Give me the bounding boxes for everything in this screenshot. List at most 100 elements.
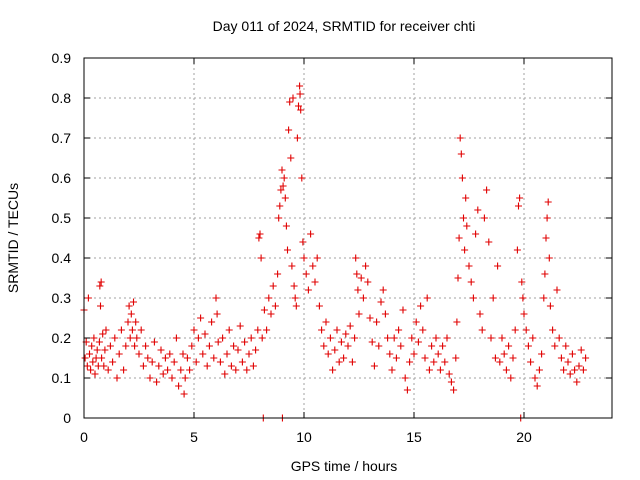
y-tick-label: 0.1 (52, 370, 72, 386)
data-point (188, 342, 196, 350)
data-point (212, 294, 220, 302)
data-point (257, 254, 265, 262)
data-point (545, 254, 553, 262)
data-point (181, 374, 189, 382)
data-point (197, 314, 205, 322)
y-tick-label: 0.4 (52, 250, 72, 266)
data-point (87, 366, 95, 374)
data-point (453, 318, 461, 326)
data-point (403, 386, 411, 394)
data-point (214, 338, 222, 346)
data-point (494, 262, 502, 270)
data-point (288, 262, 296, 270)
data-point (342, 330, 350, 338)
data-point (507, 374, 515, 382)
data-point (366, 314, 374, 322)
data-point (417, 302, 425, 310)
data-point (522, 326, 530, 334)
data-point (81, 354, 89, 362)
x-tick-label: 10 (296, 429, 312, 445)
data-point (135, 350, 143, 358)
x-axis-label: GPS time / hours (291, 458, 398, 474)
data-point (326, 334, 334, 342)
data-point (161, 354, 169, 362)
data-point (125, 302, 133, 310)
data-point (560, 366, 568, 374)
data-point (313, 254, 321, 262)
data-point (352, 254, 360, 262)
data-point (491, 354, 499, 362)
data-point (487, 334, 495, 342)
data-point (502, 366, 510, 374)
data-point (535, 366, 543, 374)
data-point (290, 282, 298, 290)
data-point (263, 326, 271, 334)
data-point (566, 370, 574, 378)
data-point (164, 366, 172, 374)
data-point (462, 194, 470, 202)
x-tick-label: 15 (406, 429, 422, 445)
data-point (344, 342, 352, 350)
data-point (122, 342, 130, 350)
data-point (364, 278, 372, 286)
data-point (478, 326, 486, 334)
data-point (579, 366, 587, 374)
data-point (223, 350, 231, 358)
data-point (88, 342, 96, 350)
data-point (292, 302, 300, 310)
data-point (375, 342, 383, 350)
data-point (456, 134, 464, 142)
data-point (255, 234, 263, 242)
data-point (267, 310, 275, 318)
data-point (148, 358, 156, 366)
data-point (533, 382, 541, 390)
data-point (329, 366, 337, 374)
data-point (443, 334, 451, 342)
data-point (221, 370, 229, 378)
data-point (109, 358, 117, 366)
data-point (458, 174, 466, 182)
data-point (83, 362, 91, 370)
data-point (543, 214, 551, 222)
data-point (256, 230, 264, 238)
data-point (104, 366, 112, 374)
y-tick-label: 0 (63, 410, 71, 426)
data-point (467, 278, 475, 286)
data-point (252, 346, 260, 354)
data-point (395, 326, 403, 334)
data-point (355, 310, 363, 318)
data-point (106, 342, 114, 350)
data-point (278, 166, 286, 174)
data-point (340, 354, 348, 362)
data-point (461, 246, 469, 254)
data-point (445, 370, 453, 378)
data-point (175, 382, 183, 390)
data-point (142, 342, 150, 350)
data-point (300, 254, 308, 262)
data-point (180, 390, 188, 398)
data-point (99, 330, 107, 338)
data-point (406, 358, 414, 366)
data-point (124, 318, 132, 326)
data-point (284, 246, 291, 254)
data-point (298, 174, 306, 182)
x-tick-label: 0 (80, 429, 88, 445)
data-point (97, 302, 104, 310)
data-point (540, 294, 548, 302)
data-point (133, 334, 141, 342)
data-point (348, 358, 356, 366)
data-point (282, 222, 290, 230)
data-point (460, 214, 467, 222)
data-point (498, 334, 506, 342)
data-point (84, 294, 92, 302)
data-point (397, 342, 405, 350)
data-points (80, 82, 590, 422)
data-point (96, 282, 104, 290)
data-point (354, 286, 362, 294)
data-point (168, 374, 176, 382)
data-point (373, 318, 381, 326)
data-point (269, 282, 277, 290)
y-tick-label: 0.9 (52, 50, 72, 66)
data-point (357, 274, 365, 282)
data-point (225, 326, 233, 334)
